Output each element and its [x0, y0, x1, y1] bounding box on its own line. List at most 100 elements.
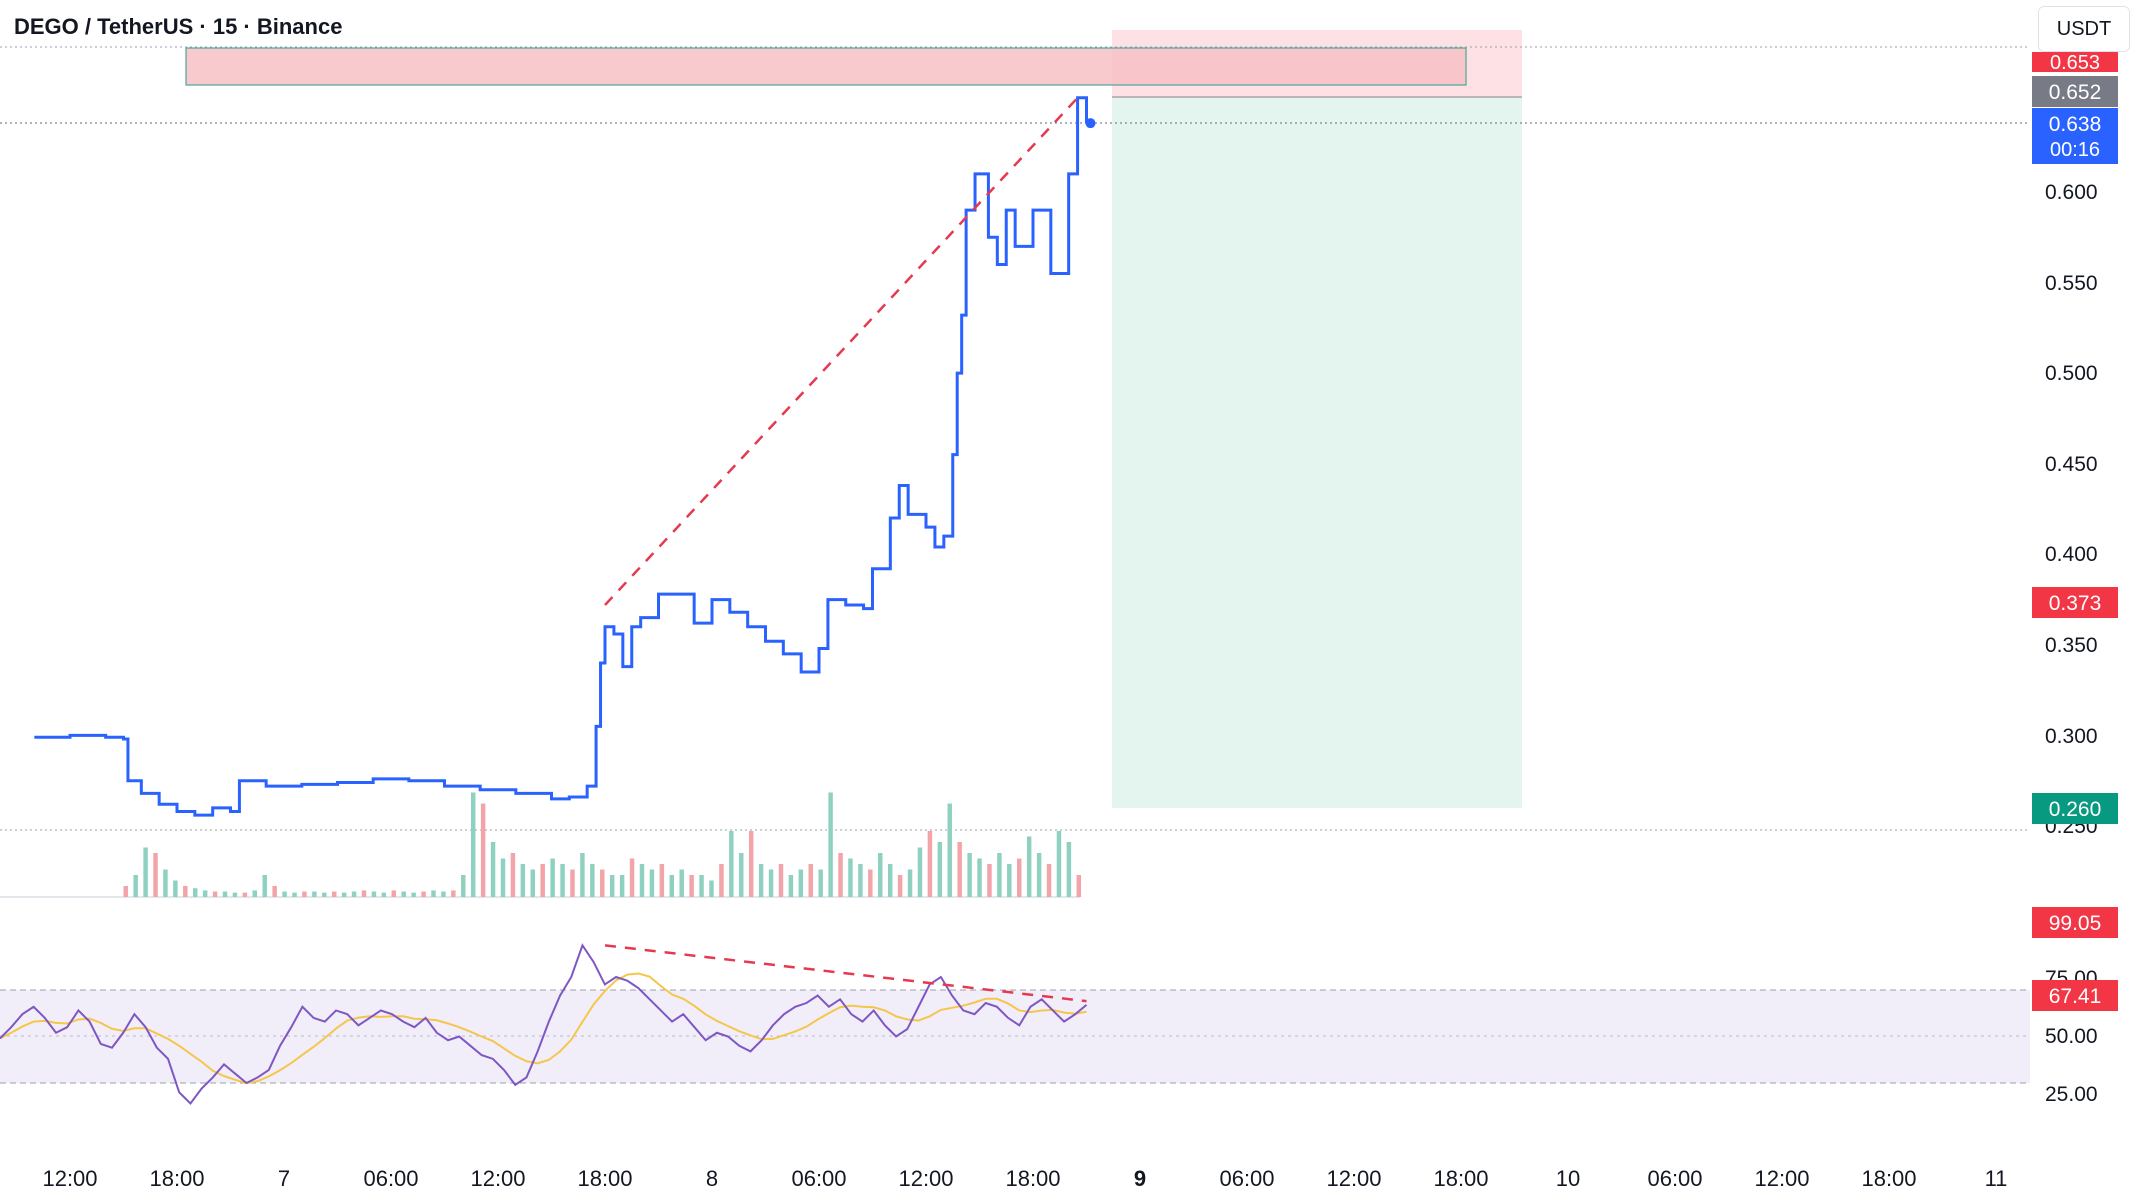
- rsi-axis[interactable]: 75.00 50.00 25.00: [2045, 967, 2098, 1106]
- volume-bar: [818, 869, 823, 897]
- volume-bar: [679, 869, 684, 897]
- volume-bar: [461, 875, 466, 897]
- rsi-trendline[interactable]: [604, 944, 1087, 1003]
- volume-bar: [838, 853, 843, 897]
- volume-bars: [123, 792, 1082, 897]
- volume-bar: [758, 864, 764, 897]
- volume-bar: [649, 869, 655, 897]
- last-price-badge: 0.638 00:16: [2032, 108, 2118, 164]
- rsi-current-badge: 67.41: [2032, 980, 2118, 1011]
- time-tick: 06:00: [1219, 1166, 1274, 1191]
- volume-bar: [878, 853, 883, 897]
- volume-bar: [798, 869, 804, 897]
- volume-bar: [987, 864, 992, 897]
- volume-bar: [887, 864, 893, 897]
- volume-bar: [1046, 864, 1052, 897]
- volume-bar: [669, 875, 674, 897]
- rsi-tick: 25.00: [2045, 1083, 2098, 1106]
- volume-bar: [173, 880, 178, 897]
- volume-bar: [609, 875, 615, 897]
- price-trendline[interactable]: [604, 96, 1079, 606]
- volume-bar: [143, 847, 148, 897]
- currency-button[interactable]: USDT: [2038, 6, 2130, 52]
- rsi-series[interactable]: [0, 943, 1088, 1105]
- volume-bar: [520, 864, 526, 897]
- price-series[interactable]: [34, 96, 1096, 817]
- volume-bar: [808, 864, 813, 897]
- volume-bar: [192, 888, 198, 897]
- svg-text:67.41: 67.41: [2049, 985, 2102, 1008]
- price-axis[interactable]: 0.600 0.550 0.500 0.450 0.400 0.350 0.30…: [2045, 181, 2098, 838]
- svg-text:0.260: 0.260: [2049, 798, 2102, 821]
- volume-bar: [262, 875, 267, 897]
- time-axis[interactable]: 12:00 18:00 7 06:00 12:00 18:00 8 06:00 12:00 18:…: [42, 1166, 2007, 1191]
- volume-bar: [719, 864, 724, 897]
- volume-bar: [272, 886, 277, 897]
- volume-bar: [441, 891, 446, 897]
- volume-bar: [351, 891, 357, 897]
- volume-bar: [897, 875, 903, 897]
- svg-text:0.373: 0.373: [2049, 592, 2102, 615]
- volume-bar: [500, 858, 506, 897]
- svg-text:0.653: 0.653: [2050, 52, 2100, 74]
- volume-bar: [540, 864, 545, 897]
- volume-bar: [957, 842, 962, 897]
- volume-bar: [967, 853, 972, 897]
- volume-bar: [590, 864, 595, 897]
- volume-bar: [361, 890, 367, 897]
- volume-bar: [312, 891, 317, 897]
- volume-bar: [570, 869, 575, 897]
- volume-bar: [550, 858, 555, 897]
- volume-bar: [341, 892, 347, 897]
- volume-bar: [431, 890, 436, 897]
- rsi-line[interactable]: [0, 943, 1088, 1105]
- prior-level-badge: 0.373: [2032, 587, 2118, 618]
- volume-bar: [222, 891, 228, 897]
- price-line[interactable]: [34, 96, 1088, 817]
- volume-bar: [560, 864, 565, 897]
- volume-bar: [302, 891, 307, 897]
- volume-bar: [163, 869, 168, 897]
- volume-bar: [659, 864, 665, 897]
- time-tick: 12:00: [898, 1166, 953, 1191]
- rsi-moving-average: [0, 972, 1087, 1085]
- volume-bar: [242, 892, 248, 897]
- volume-bar: [977, 858, 982, 897]
- rsi-max-badge: 99.05: [2032, 907, 2118, 938]
- price-tick: 0.500: [2045, 362, 2098, 385]
- time-tick: 18:00: [1005, 1166, 1060, 1191]
- volume-bar: [748, 831, 754, 897]
- volume-bar: [778, 864, 784, 897]
- take-profit-zone[interactable]: [1112, 98, 1522, 808]
- time-tick: 06:00: [1647, 1166, 1702, 1191]
- volume-bar: [1056, 831, 1062, 897]
- svg-text:0.638: 0.638: [2049, 113, 2102, 136]
- volume-bar: [470, 792, 476, 897]
- rsi-tick: 50.00: [2045, 1025, 2098, 1048]
- time-tick: 06:00: [363, 1166, 418, 1191]
- volume-bar: [322, 892, 327, 897]
- volume-bar: [183, 886, 188, 897]
- volume-bar: [480, 803, 486, 897]
- volume-bar: [232, 892, 238, 897]
- volume-bar: [381, 892, 387, 897]
- volume-bar: [907, 869, 913, 897]
- volume-bar: [1076, 875, 1082, 897]
- stop-badge: 0.653: [2032, 52, 2118, 74]
- volume-bar: [282, 891, 287, 897]
- volume-bar: [123, 886, 128, 897]
- volume-bar: [401, 891, 406, 897]
- volume-bar: [331, 891, 337, 897]
- price-tick: 0.350: [2045, 634, 2098, 657]
- volume-bar: [619, 875, 625, 897]
- volume-bar: [739, 853, 744, 897]
- time-tick: 12:00: [1326, 1166, 1381, 1191]
- volume-bar: [212, 891, 218, 897]
- resistance-box[interactable]: [185, 47, 1467, 86]
- volume-bar: [600, 869, 605, 897]
- volume-bar: [1007, 864, 1012, 897]
- volume-bar: [202, 890, 208, 897]
- price-tick: 0.300: [2045, 725, 2098, 748]
- time-tick: 18:00: [1433, 1166, 1488, 1191]
